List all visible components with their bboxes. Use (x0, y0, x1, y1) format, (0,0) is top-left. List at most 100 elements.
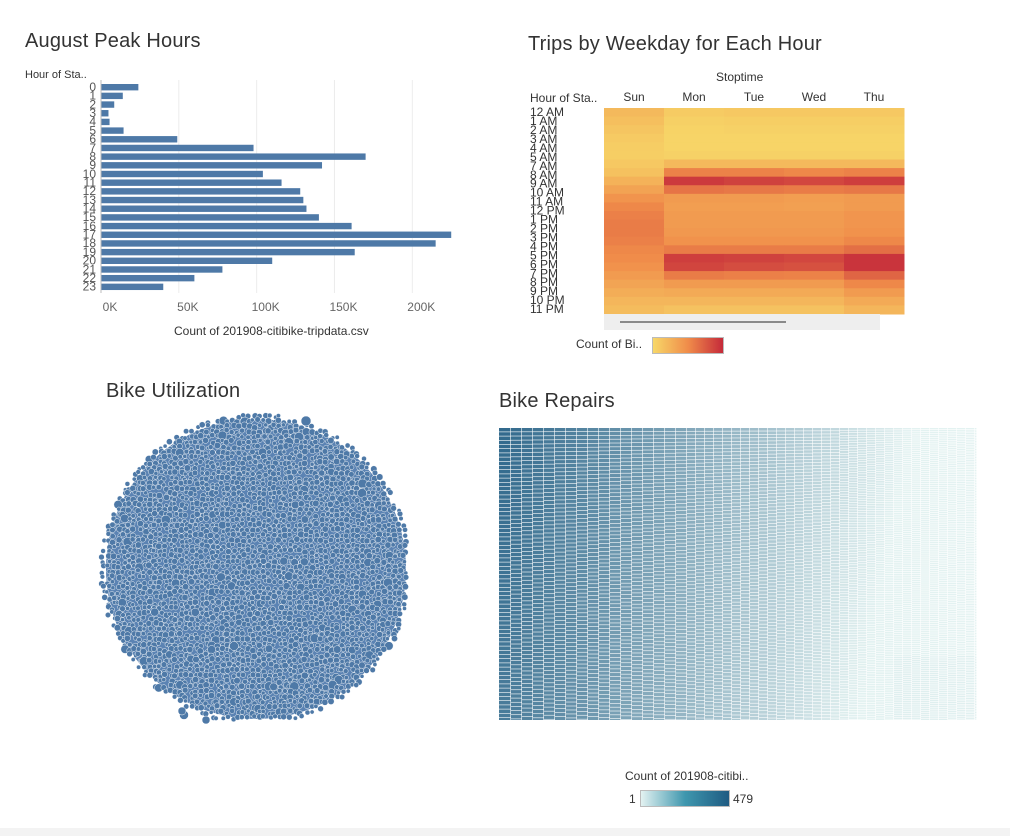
repair-cell[interactable] (566, 471, 577, 476)
repair-cell[interactable] (499, 432, 511, 436)
repair-cell[interactable] (610, 692, 621, 696)
bike-bubble[interactable] (256, 650, 263, 657)
repair-cell[interactable] (687, 474, 696, 478)
repair-cell[interactable] (610, 623, 621, 627)
bike-bubble[interactable] (109, 521, 116, 528)
bike-bubble[interactable] (202, 681, 210, 689)
bike-bubble[interactable] (386, 567, 392, 574)
repair-cell[interactable] (750, 636, 759, 640)
repair-cell[interactable] (705, 554, 714, 558)
repair-cell[interactable] (632, 503, 643, 507)
repair-cell[interactable] (610, 588, 621, 593)
repair-cell[interactable] (741, 665, 750, 669)
repair-cell[interactable] (687, 485, 696, 489)
repair-cell[interactable] (621, 507, 632, 511)
repair-cell[interactable] (610, 676, 621, 681)
heatmap-cell[interactable] (844, 271, 905, 281)
repair-cell[interactable] (511, 715, 522, 719)
repair-cell[interactable] (555, 456, 566, 460)
bike-bubble[interactable] (245, 471, 250, 477)
repair-cell[interactable] (732, 445, 741, 448)
bike-bubble[interactable] (278, 439, 284, 445)
bike-bubble[interactable] (396, 526, 403, 533)
repair-cell[interactable] (566, 515, 577, 519)
repair-cell[interactable] (714, 567, 723, 571)
repair-cell[interactable] (533, 648, 544, 653)
bike-bubble[interactable] (250, 600, 255, 605)
repair-cell[interactable] (732, 595, 741, 599)
bike-bubble[interactable] (224, 474, 231, 481)
repair-cell[interactable] (522, 696, 533, 700)
repair-cell[interactable] (566, 714, 577, 718)
repair-cell[interactable] (687, 688, 696, 692)
repair-cell[interactable] (654, 567, 665, 571)
repair-cell[interactable] (544, 622, 555, 626)
repair-cell[interactable] (588, 564, 599, 568)
repair-cell[interactable] (499, 507, 511, 512)
repair-cell[interactable] (676, 673, 687, 677)
bike-bubble[interactable] (197, 671, 204, 678)
heatmap-cell[interactable] (844, 279, 905, 289)
heatmap-cell[interactable] (784, 253, 845, 263)
bike-bubble[interactable] (387, 598, 394, 606)
repair-cell[interactable] (696, 605, 705, 608)
repair-cell[interactable] (555, 712, 566, 717)
repair-cell[interactable] (632, 713, 643, 717)
bike-bubble[interactable] (345, 523, 351, 529)
repair-cell[interactable] (577, 644, 588, 648)
repair-cell[interactable] (566, 543, 577, 547)
repair-cell[interactable] (577, 518, 588, 522)
bike-bubble[interactable] (235, 449, 242, 456)
bike-bubble[interactable] (231, 547, 238, 554)
repair-cell[interactable] (714, 448, 723, 452)
repair-cell[interactable] (566, 559, 577, 563)
bike-bubble[interactable] (198, 693, 203, 698)
repair-cell[interactable] (544, 456, 555, 460)
repair-cell[interactable] (750, 659, 759, 663)
repair-cell[interactable] (621, 644, 632, 648)
bike-bubble[interactable] (281, 449, 287, 455)
bike-bubble[interactable] (313, 474, 320, 480)
repair-cell[interactable] (665, 435, 676, 439)
repair-cell[interactable] (621, 689, 632, 693)
repair-cell[interactable] (632, 645, 643, 649)
repair-cell[interactable] (676, 453, 687, 457)
repair-cell[interactable] (610, 619, 621, 623)
bike-bubble[interactable] (100, 583, 107, 590)
repair-cell[interactable] (610, 600, 621, 604)
repair-cell[interactable] (599, 501, 610, 505)
repair-cell[interactable] (714, 490, 723, 494)
repair-cell[interactable] (599, 543, 610, 548)
repair-cell[interactable] (522, 584, 533, 589)
repair-cell[interactable] (632, 589, 643, 593)
repair-cell[interactable] (544, 508, 555, 513)
bike-bubble[interactable] (203, 515, 210, 522)
repair-cell[interactable] (544, 517, 555, 521)
repair-cell[interactable] (599, 636, 610, 640)
repair-cell[interactable] (533, 705, 544, 710)
bike-bubble[interactable] (260, 699, 266, 705)
bike-bubble[interactable] (238, 589, 246, 597)
bike-bubble[interactable] (225, 466, 232, 472)
repair-cell[interactable] (499, 554, 511, 558)
repair-cell[interactable] (566, 475, 577, 480)
repair-cell[interactable] (566, 694, 577, 698)
bike-bubble[interactable] (215, 461, 221, 467)
bike-bubble[interactable] (292, 699, 298, 705)
repair-cell[interactable] (723, 476, 732, 480)
repair-cell[interactable] (577, 459, 588, 463)
repair-cell[interactable] (732, 431, 741, 435)
repair-cell[interactable] (759, 507, 768, 511)
bike-bubble[interactable] (261, 585, 266, 591)
repair-cell[interactable] (499, 470, 511, 474)
repair-cell[interactable] (522, 667, 533, 671)
repair-cell[interactable] (687, 470, 696, 474)
repair-cell[interactable] (621, 678, 632, 682)
bike-bubble[interactable] (374, 536, 382, 543)
bike-bubble[interactable] (260, 531, 266, 538)
repair-cell[interactable] (741, 631, 750, 635)
repair-cell[interactable] (696, 601, 705, 605)
repair-cell[interactable] (499, 705, 511, 709)
repair-cell[interactable] (588, 623, 599, 627)
repair-cell[interactable] (696, 477, 705, 481)
